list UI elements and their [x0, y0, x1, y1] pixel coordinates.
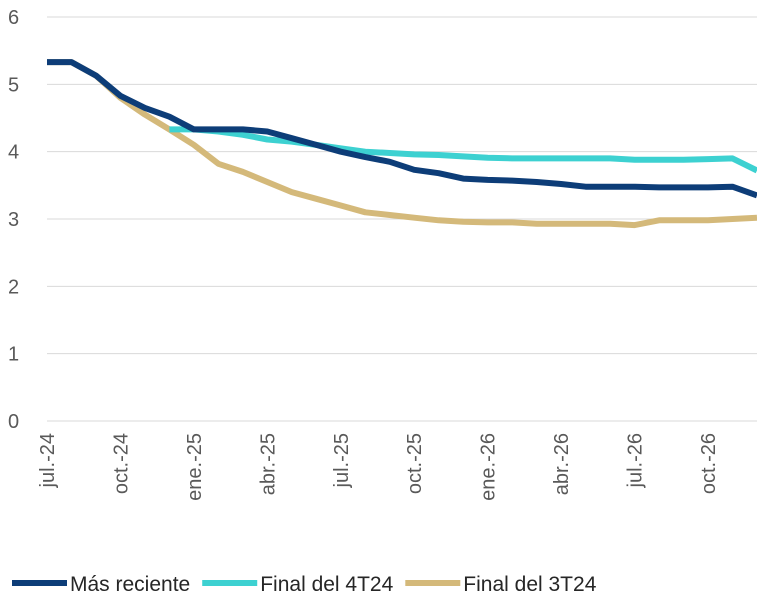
x-tick-label: oct.-25 [404, 433, 426, 494]
legend-label: Final del 4T24 [260, 573, 393, 596]
x-tick-label: jul.-24 [37, 433, 59, 488]
y-tick-label: 0 [8, 411, 19, 433]
series-line [169, 126, 757, 174]
x-tick-label: abr.-26 [551, 433, 573, 495]
x-tick-label: oct.-26 [698, 433, 720, 494]
legend-label: Final del 3T24 [463, 573, 596, 596]
y-tick-label: 3 [8, 209, 19, 231]
legend: Más reciente Final del 4T24 Final del 3T24 [12, 573, 597, 596]
series-line [47, 59, 757, 229]
y-tick-label: 4 [8, 142, 19, 164]
y-tick-label: 5 [8, 74, 19, 96]
x-tick-label: jul.-25 [331, 433, 353, 488]
series-line [47, 59, 757, 199]
x-tick-label: jul.-26 [625, 433, 647, 488]
y-tick-label: 2 [8, 276, 19, 298]
legend-label: Más reciente [70, 573, 190, 596]
x-tick-label: ene.-26 [478, 433, 500, 501]
x-tick-label: abr.-25 [257, 433, 279, 495]
y-tick-label: 1 [8, 344, 19, 366]
x-tick-label: oct.-24 [110, 433, 132, 494]
y-tick-label: 6 [8, 7, 19, 29]
x-tick-label: ene.-25 [184, 433, 206, 501]
